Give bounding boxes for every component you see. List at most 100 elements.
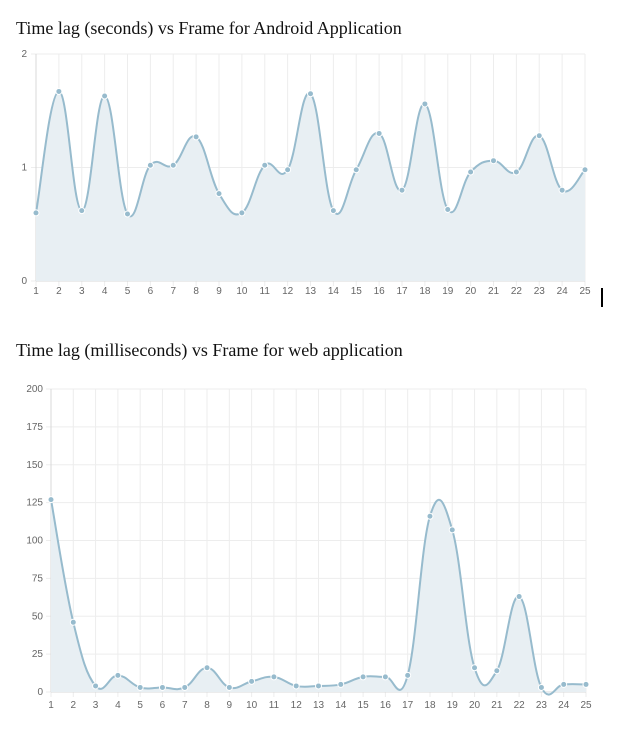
data-point[interactable] <box>515 593 523 601</box>
data-point[interactable] <box>404 671 412 679</box>
data-point[interactable] <box>284 166 292 174</box>
x-tick-label: 2 <box>56 286 62 297</box>
data-point[interactable] <box>381 673 389 681</box>
data-point[interactable] <box>535 132 543 140</box>
data-point[interactable] <box>292 682 300 690</box>
x-tick-label: 11 <box>269 700 280 711</box>
y-tick-label: 1 <box>21 163 27 174</box>
text-cursor <box>601 288 603 307</box>
data-point[interactable] <box>337 680 345 688</box>
data-point[interactable] <box>581 166 589 174</box>
x-tick-label: 18 <box>424 700 436 711</box>
x-tick-label: 20 <box>465 286 477 297</box>
data-point[interactable] <box>169 161 177 169</box>
data-point[interactable] <box>537 683 545 691</box>
x-tick-label: 16 <box>374 286 386 297</box>
x-tick-label: 9 <box>216 286 222 297</box>
data-point[interactable] <box>124 210 131 218</box>
x-tick-label: 23 <box>536 700 548 711</box>
data-point[interactable] <box>114 671 122 679</box>
series-area <box>51 499 586 695</box>
x-tick-label: 4 <box>102 286 108 297</box>
x-tick-label: 6 <box>148 286 154 297</box>
x-tick-label: 10 <box>236 286 248 297</box>
data-point[interactable] <box>203 664 211 672</box>
x-tick-label: 19 <box>447 700 459 711</box>
data-point[interactable] <box>582 680 590 688</box>
x-tick-label: 17 <box>396 286 408 297</box>
data-point[interactable] <box>512 168 520 176</box>
data-point[interactable] <box>261 161 269 169</box>
x-tick-label: 25 <box>579 286 591 297</box>
data-point[interactable] <box>315 682 322 690</box>
x-tick-label: 18 <box>419 286 431 297</box>
data-point[interactable] <box>92 682 100 690</box>
data-point[interactable] <box>471 664 479 672</box>
x-tick-label: 20 <box>469 700 481 711</box>
y-tick-label: 200 <box>26 384 43 395</box>
data-point[interactable] <box>146 161 154 169</box>
data-point[interactable] <box>225 683 233 691</box>
data-point[interactable] <box>270 673 278 681</box>
y-tick-label: 25 <box>32 649 44 660</box>
data-point[interactable] <box>467 168 475 176</box>
data-point[interactable] <box>248 677 256 685</box>
x-tick-label: 4 <box>115 700 121 711</box>
data-point[interactable] <box>69 618 77 626</box>
data-point[interactable] <box>215 190 223 198</box>
data-point[interactable] <box>493 667 501 675</box>
x-tick-label: 15 <box>351 286 363 297</box>
x-tick-label: 14 <box>328 286 340 297</box>
data-point[interactable] <box>47 496 55 504</box>
data-point[interactable] <box>101 92 109 100</box>
x-tick-label: 1 <box>48 700 54 711</box>
x-tick-label: 22 <box>511 286 523 297</box>
gridlines <box>46 388 587 697</box>
x-tick-label: 5 <box>137 700 143 711</box>
data-point[interactable] <box>238 209 246 217</box>
x-tick-label: 6 <box>160 700 166 711</box>
series-line <box>35 90 586 218</box>
data-point[interactable] <box>158 683 166 691</box>
x-tick-label: 1 <box>33 286 39 297</box>
x-tick-label: 3 <box>93 700 99 711</box>
data-point[interactable] <box>421 100 429 108</box>
y-tick-label: 0 <box>37 687 43 698</box>
data-point[interactable] <box>490 157 497 165</box>
data-point[interactable] <box>307 90 314 98</box>
data-point[interactable] <box>359 673 367 681</box>
x-tick-label: 13 <box>305 286 317 297</box>
data-point[interactable] <box>398 186 406 194</box>
data-point[interactable] <box>329 207 337 215</box>
x-tick-label: 14 <box>335 700 347 711</box>
data-point[interactable] <box>448 526 456 534</box>
data-point[interactable] <box>444 205 452 213</box>
x-tick-label: 13 <box>313 700 325 711</box>
data-point[interactable] <box>181 683 189 691</box>
x-tick-label: 2 <box>71 700 77 711</box>
data-point[interactable] <box>375 129 383 137</box>
data-point[interactable] <box>78 207 86 215</box>
x-tick-label: 8 <box>204 700 210 711</box>
y-tick-label: 100 <box>26 536 43 547</box>
x-tick-label: 11 <box>260 286 271 297</box>
y-tick-label: 175 <box>26 422 43 433</box>
data-point[interactable] <box>558 186 566 194</box>
data-point[interactable] <box>32 209 40 217</box>
x-tick-label: 7 <box>182 700 188 711</box>
x-tick-label: 16 <box>380 700 392 711</box>
data-point[interactable] <box>560 680 568 688</box>
data-point[interactable] <box>352 166 360 174</box>
x-tick-label: 12 <box>282 286 294 297</box>
x-tick-label: 19 <box>442 286 454 297</box>
x-tick-label: 23 <box>534 286 546 297</box>
x-tick-label: 5 <box>125 286 131 297</box>
data-point[interactable] <box>192 133 200 141</box>
y-tick-label: 125 <box>26 498 43 509</box>
data-point[interactable] <box>55 87 63 95</box>
data-point[interactable] <box>426 512 434 520</box>
x-tick-label: 24 <box>557 286 569 297</box>
data-point[interactable] <box>136 683 144 691</box>
x-tick-label: 21 <box>491 700 503 711</box>
